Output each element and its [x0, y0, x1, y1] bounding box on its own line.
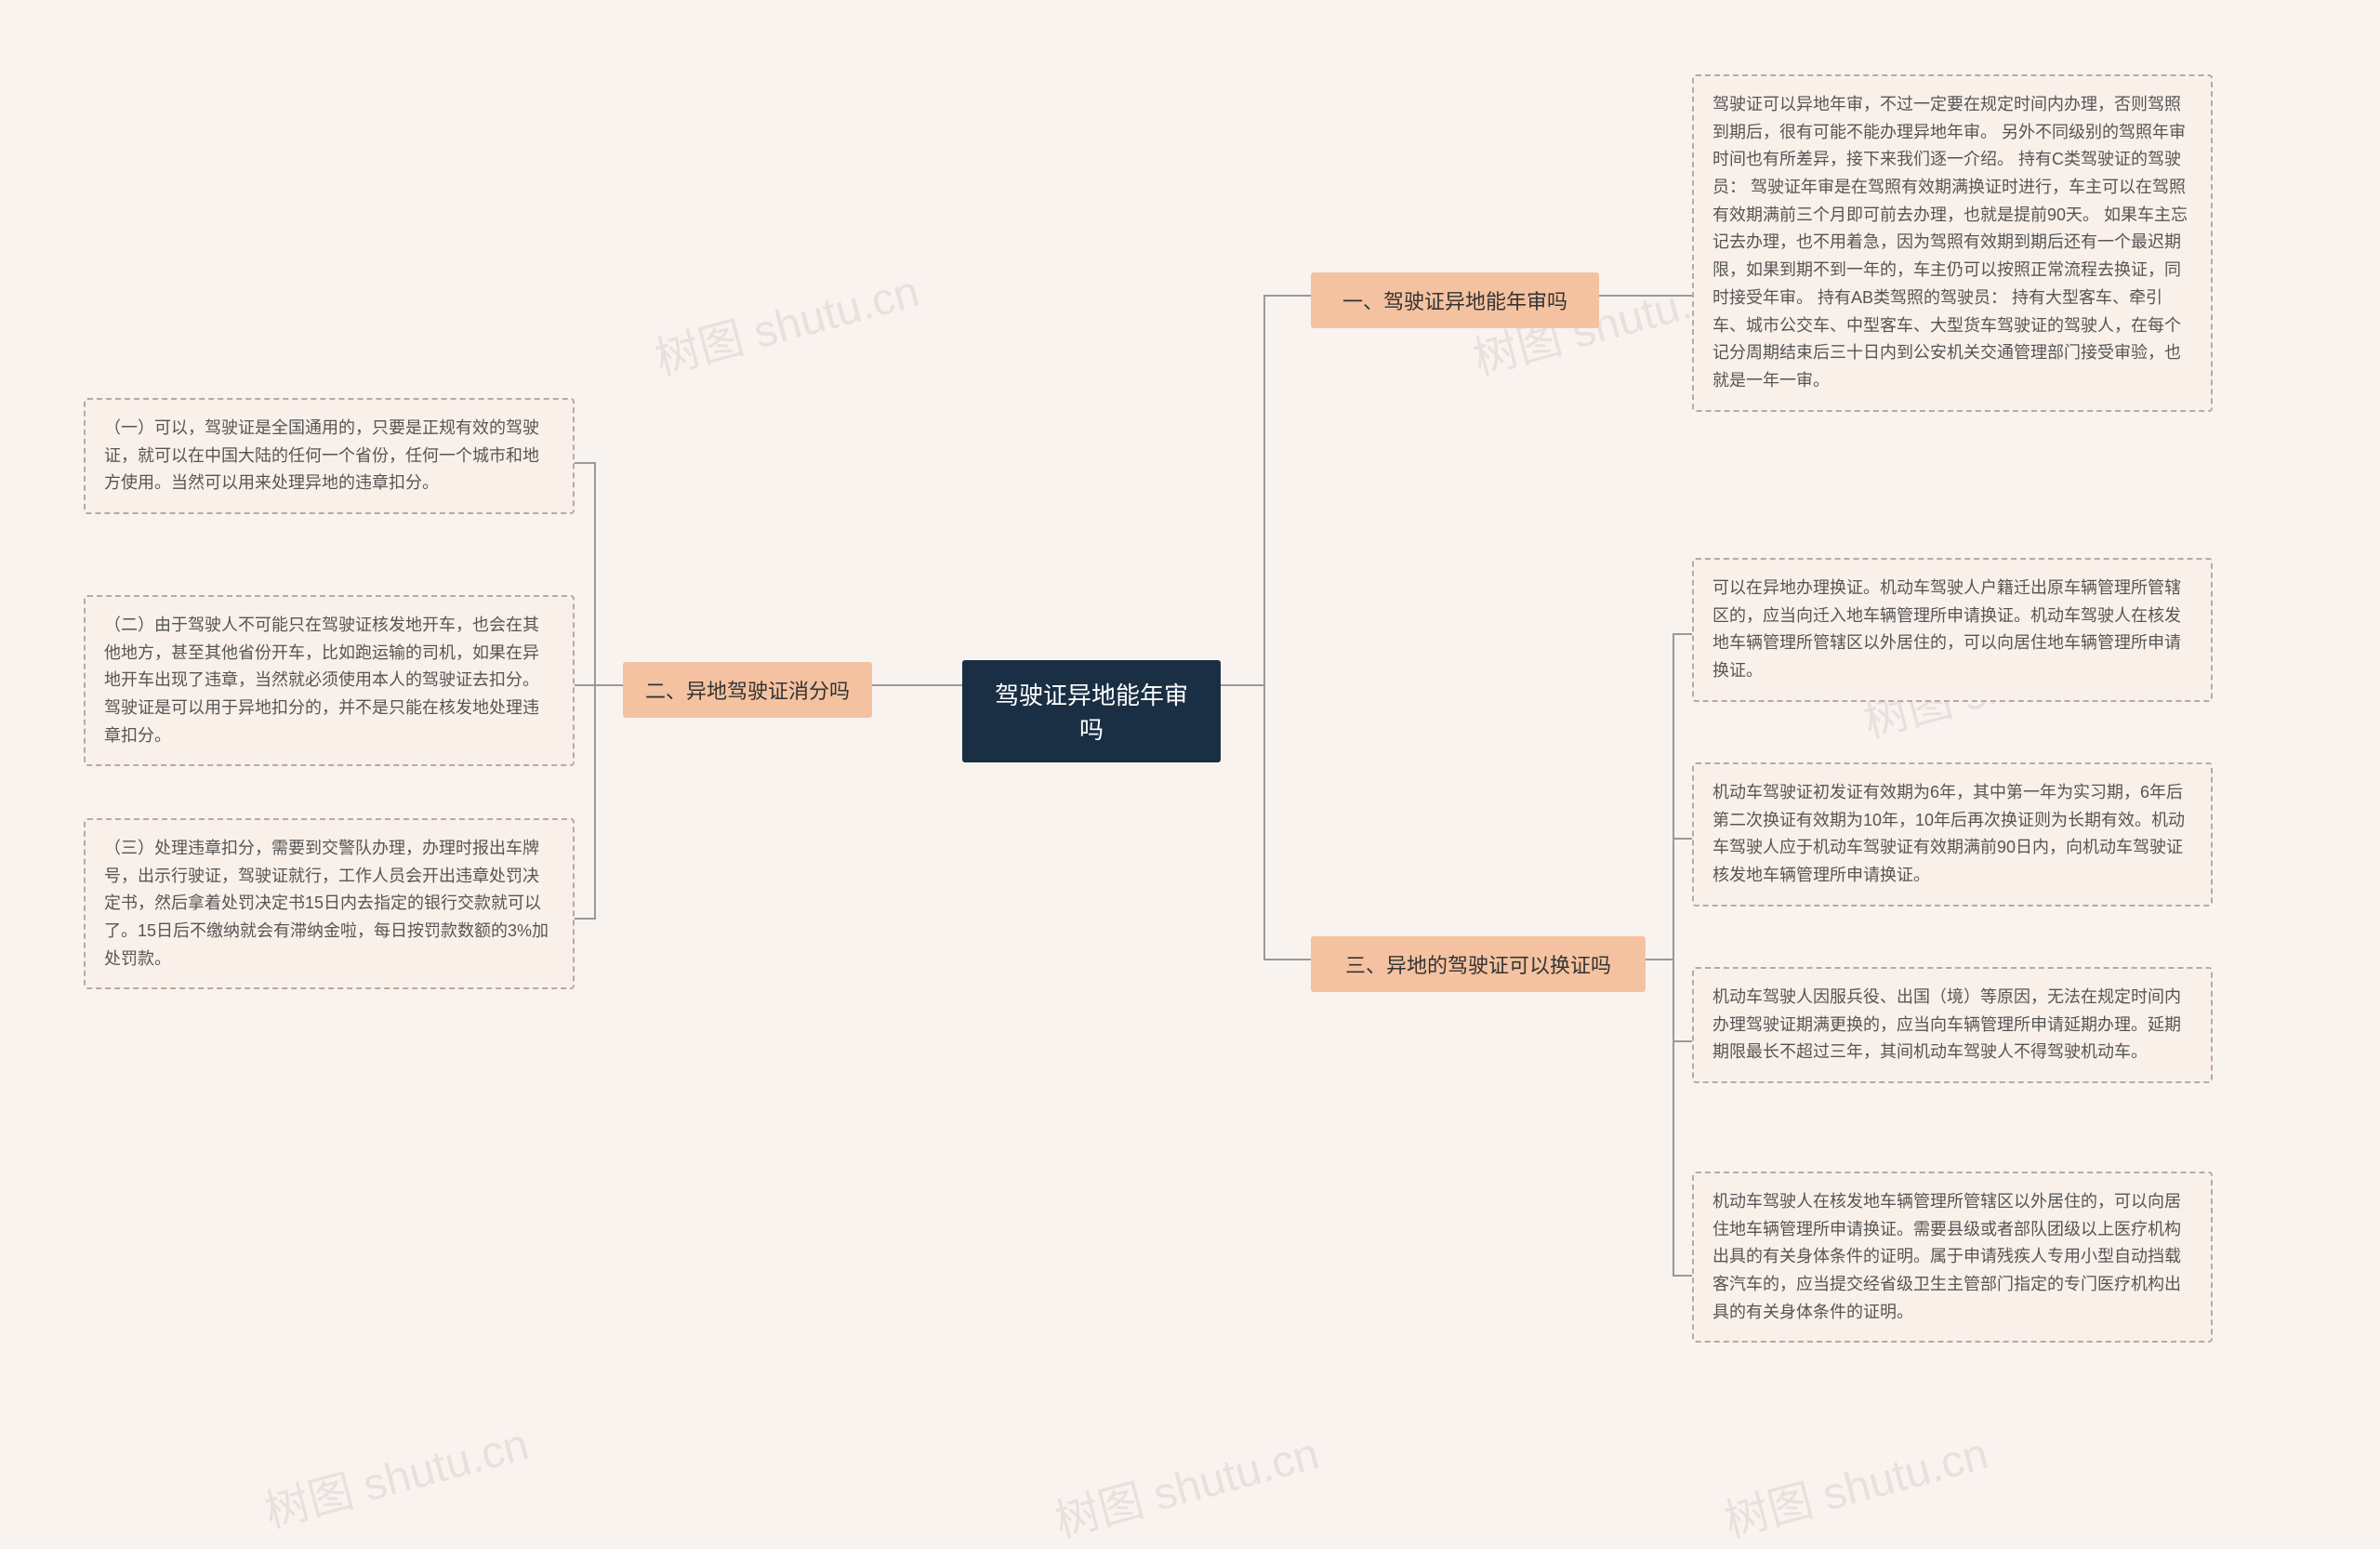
branch-node-1[interactable]: 一、驾驶证异地能年审吗	[1311, 272, 1599, 328]
leaf-text: 可以在异地办理换证。机动车驾驶人户籍迁出原车辆管理所管辖区的，应当向迁入地车辆管…	[1712, 578, 2181, 680]
leaf-text: （三）处理违章扣分，需要到交警队办理，办理时报出车牌号，出示行驶证，驾驶证就行，…	[104, 839, 549, 968]
branch-1-label: 一、驾驶证异地能年审吗	[1342, 290, 1567, 313]
leaf-node[interactable]: 驾驶证可以异地年审，不过一定要在规定时间内办理，否则驾照到期后，很有可能不能办理…	[1692, 74, 2213, 412]
watermark: 树图 shutu.cn	[1716, 1417, 1994, 1549]
leaf-text: 机动车驾驶人在核发地车辆管理所管辖区以外居住的，可以向居住地车辆管理所申请换证。…	[1712, 1192, 2181, 1321]
branch-2-label: 二、异地驾驶证消分吗	[645, 680, 850, 703]
leaf-node[interactable]: 机动车驾驶人因服兵役、出国（境）等原因，无法在规定时间内办理驾驶证期满更换的，应…	[1692, 967, 2213, 1083]
branch-node-2[interactable]: 二、异地驾驶证消分吗	[623, 662, 872, 718]
watermark: 树图 shutu.cn	[647, 255, 925, 388]
leaf-node[interactable]: （一）可以，驾驶证是全国通用的，只要是正规有效的驾驶证，就可以在中国大陆的任何一…	[84, 398, 575, 514]
root-label: 驾驶证异地能年审吗	[995, 682, 1188, 744]
root-node[interactable]: 驾驶证异地能年审吗	[962, 660, 1221, 762]
leaf-text: （二）由于驾驶人不可能只在驾驶证核发地开车，也会在其他地方，甚至其他省份开车，比…	[104, 616, 539, 745]
watermark: 树图 shutu.cn	[1047, 1417, 1325, 1549]
leaf-text: （一）可以，驾驶证是全国通用的，只要是正规有效的驾驶证，就可以在中国大陆的任何一…	[104, 418, 539, 492]
branch-3-label: 三、异地的驾驶证可以换证吗	[1345, 954, 1611, 977]
watermark: 树图 shutu.cn	[257, 1408, 535, 1541]
leaf-node[interactable]: 机动车驾驶人在核发地车辆管理所管辖区以外居住的，可以向居住地车辆管理所申请换证。…	[1692, 1172, 2213, 1343]
leaf-text: 机动车驾驶人因服兵役、出国（境）等原因，无法在规定时间内办理驾驶证期满更换的，应…	[1712, 987, 2181, 1061]
branch-node-3[interactable]: 三、异地的驾驶证可以换证吗	[1311, 936, 1646, 992]
leaf-node[interactable]: （二）由于驾驶人不可能只在驾驶证核发地开车，也会在其他地方，甚至其他省份开车，比…	[84, 595, 575, 766]
leaf-node[interactable]: 机动车驾驶证初发证有效期为6年，其中第一年为实习期，6年后第二次换证有效期为10…	[1692, 762, 2213, 907]
leaf-text: 驾驶证可以异地年审，不过一定要在规定时间内办理，否则驾照到期后，很有可能不能办理…	[1712, 95, 2188, 390]
leaf-node[interactable]: 可以在异地办理换证。机动车驾驶人户籍迁出原车辆管理所管辖区的，应当向迁入地车辆管…	[1692, 558, 2213, 702]
leaf-text: 机动车驾驶证初发证有效期为6年，其中第一年为实习期，6年后第二次换证有效期为10…	[1712, 783, 2185, 884]
leaf-node[interactable]: （三）处理违章扣分，需要到交警队办理，办理时报出车牌号，出示行驶证，驾驶证就行，…	[84, 818, 575, 989]
